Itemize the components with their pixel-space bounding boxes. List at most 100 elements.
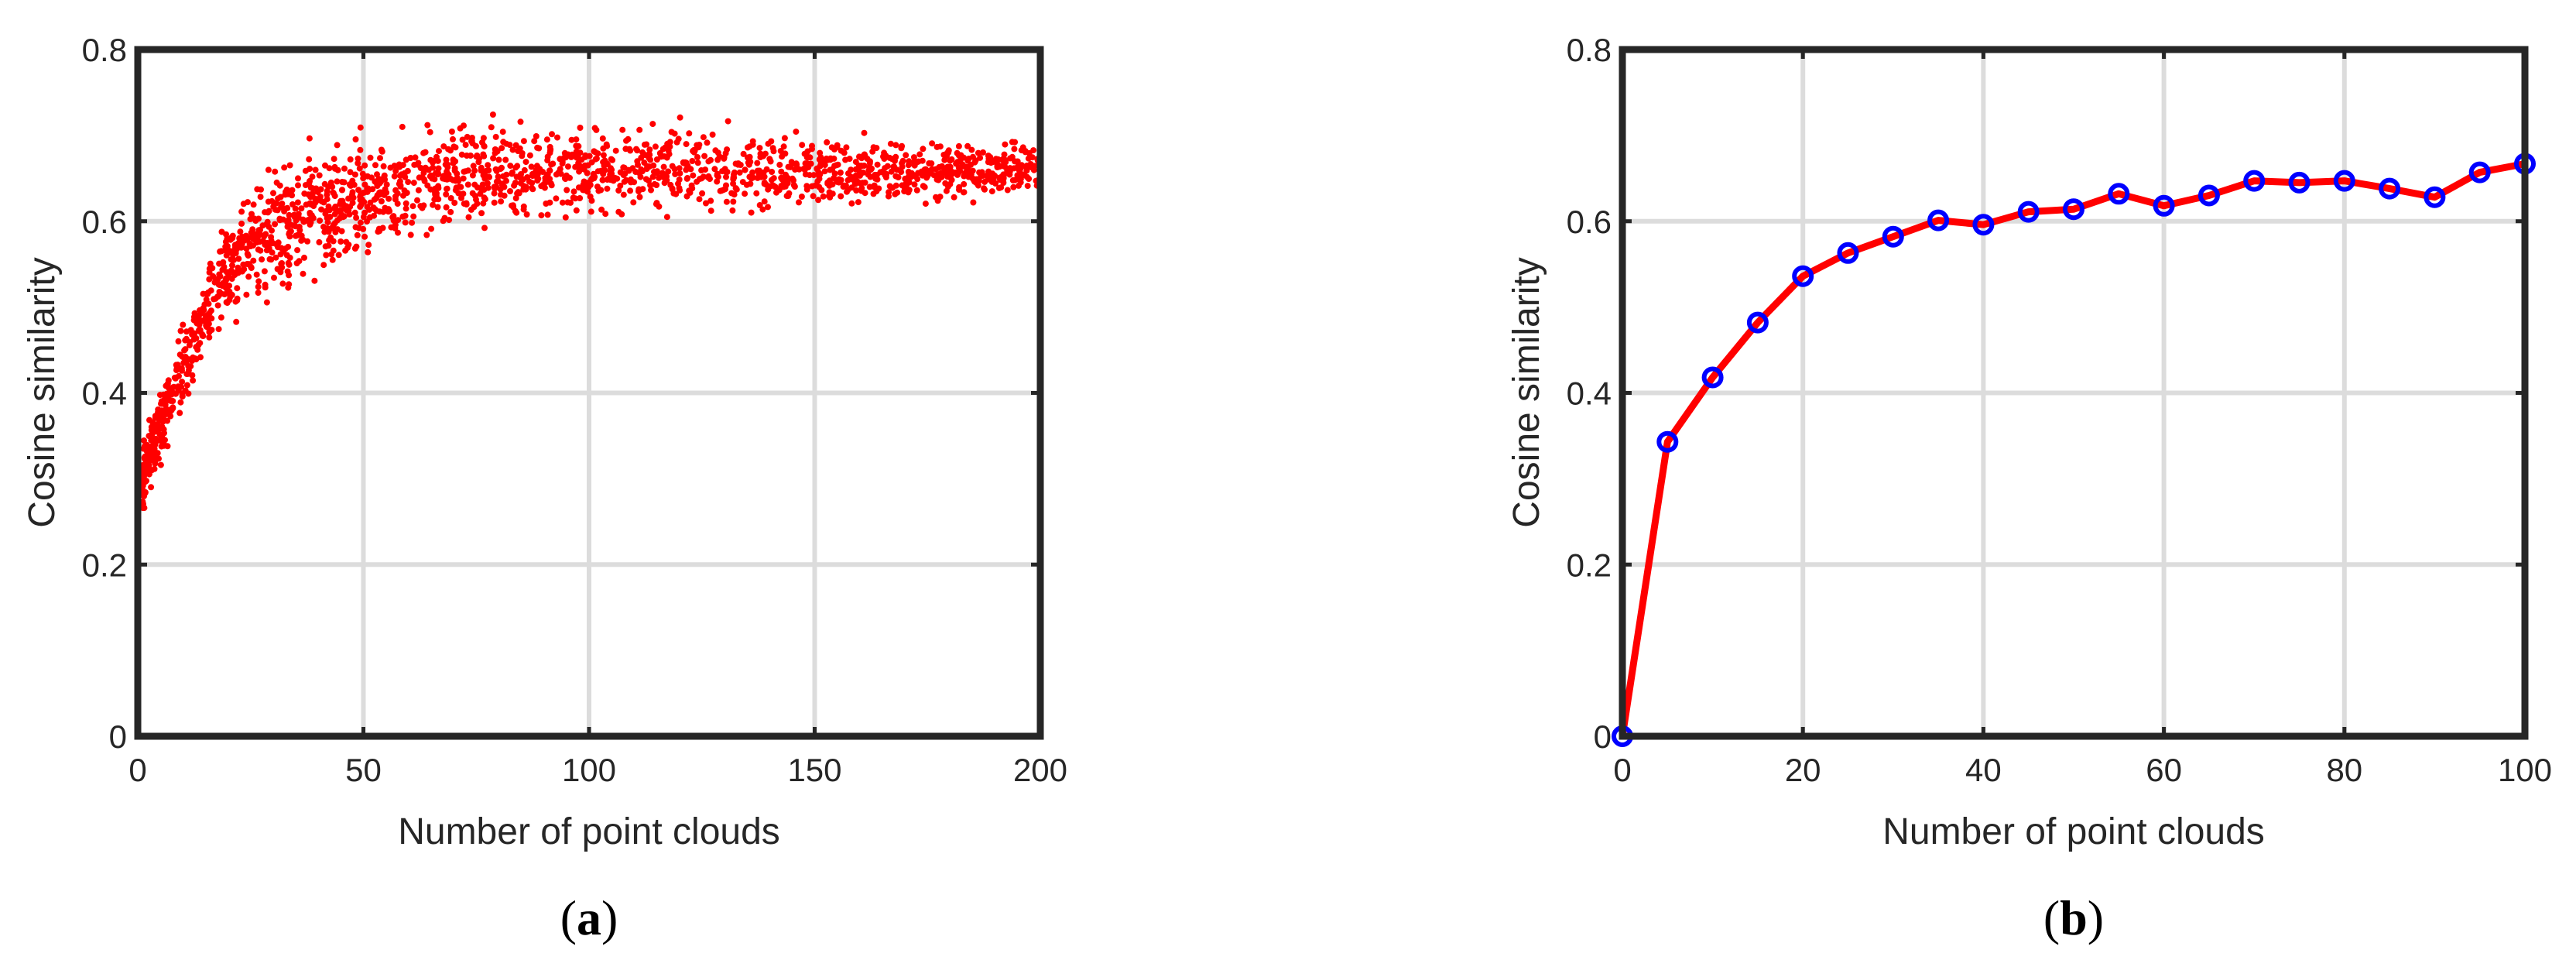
scatter-point <box>617 183 624 189</box>
scatter-point <box>498 198 505 205</box>
scatter-point <box>742 190 748 197</box>
scatter-point <box>936 163 943 170</box>
scatter-point <box>855 199 862 206</box>
scatter-point <box>557 166 564 173</box>
scatter-point <box>851 180 858 187</box>
scatter-point <box>417 203 424 210</box>
scatter-point <box>584 170 591 177</box>
x-tick-label: 20 <box>1785 752 1821 788</box>
scatter-point <box>272 221 279 228</box>
y-tick-label: 0.8 <box>1567 32 1612 68</box>
scatter-point <box>602 211 609 218</box>
scatter-point <box>328 251 335 258</box>
scatter-point <box>322 162 328 169</box>
scatter-point <box>379 148 385 155</box>
scatter-point <box>327 236 334 243</box>
scatter-point <box>770 182 776 189</box>
scatter-point <box>353 214 360 221</box>
scatter-point <box>159 400 166 407</box>
grid-b <box>1622 50 2525 736</box>
scatter-point <box>699 190 706 197</box>
scatter-point <box>599 177 606 183</box>
scatter-point <box>435 196 442 203</box>
scatter-point <box>410 180 417 187</box>
scatter-point <box>677 114 683 121</box>
scatter-point <box>1004 187 1011 194</box>
scatter-point <box>622 177 629 183</box>
scatter-point <box>480 200 487 207</box>
scatter-point <box>329 183 336 190</box>
scatter-point <box>1000 175 1007 181</box>
scatter-point <box>543 136 550 143</box>
scatter-point <box>910 172 917 179</box>
scatter-point <box>295 175 301 182</box>
scatter-point <box>578 156 585 163</box>
scatter-point <box>735 161 742 168</box>
scatter-point <box>649 173 656 180</box>
chart-b: 0 20 40 60 80 100 0 0.2 0.4 0.6 0.8 Number of poin… <box>1506 32 2552 945</box>
series-marker <box>2379 177 2401 200</box>
scatter-point <box>769 169 776 175</box>
scatter-point <box>238 242 245 249</box>
scatter-point <box>395 229 401 236</box>
scatter-point <box>759 206 766 213</box>
scatter-point <box>206 334 213 341</box>
scatter-point <box>526 178 533 185</box>
scatter-point <box>291 214 298 221</box>
scatter-point <box>553 195 560 202</box>
scatter-point <box>796 166 803 173</box>
scatter-point <box>954 149 961 156</box>
scatter-point <box>255 227 262 234</box>
scatter-point <box>499 129 506 135</box>
scatter-point <box>300 216 307 223</box>
scatter-point <box>988 188 995 195</box>
scatter-point <box>748 209 755 216</box>
scatter-point <box>243 245 250 252</box>
scatter-point <box>837 170 844 176</box>
scatter-point <box>248 265 255 271</box>
scatter-point <box>538 183 545 190</box>
scatter-point <box>707 197 714 204</box>
scatter-point <box>305 217 312 223</box>
scatter-point <box>733 186 740 193</box>
scatter-point <box>243 291 250 298</box>
scatter-point <box>870 190 877 197</box>
scatter-point <box>230 269 237 276</box>
x-tick-label: 0 <box>128 752 146 788</box>
scatter-point <box>587 208 594 215</box>
scatter-point <box>793 129 800 135</box>
scatter-point <box>257 194 264 201</box>
scatter-point <box>177 327 184 334</box>
scatter-point <box>277 194 284 201</box>
scatter-point <box>251 215 258 222</box>
scatter-point <box>145 448 152 455</box>
scatter-point <box>367 199 374 206</box>
scatter-point <box>191 330 198 337</box>
scatter-point <box>289 187 296 194</box>
scatter-point <box>639 186 646 193</box>
x-tick-label: 150 <box>787 752 841 788</box>
scatter-point <box>347 156 354 163</box>
scatter-point <box>683 175 690 182</box>
y-tick-label: 0.6 <box>1567 204 1612 240</box>
scatter-point <box>210 273 217 279</box>
scatter-point <box>533 133 540 139</box>
scatter-point <box>762 150 769 157</box>
ticks-b: 0 20 40 60 80 100 0 0.2 0.4 0.6 0.8 <box>1567 32 2552 788</box>
scatter-point <box>331 190 337 197</box>
scatter-point <box>799 142 806 149</box>
scatter-point <box>471 167 478 174</box>
scatter-point <box>199 331 206 338</box>
scatter-point <box>1030 147 1037 154</box>
scatter-point <box>756 145 763 152</box>
scatter-point <box>311 277 318 284</box>
scatter-point <box>491 190 498 197</box>
scatter-point <box>312 166 319 173</box>
y-tick-label: 0.4 <box>82 375 127 412</box>
scatter-point <box>245 252 252 259</box>
scatter-point <box>269 249 276 256</box>
scatter-point <box>316 238 323 245</box>
scatter-point <box>481 187 488 193</box>
scatter-point <box>302 182 309 189</box>
scatter-point <box>848 166 855 173</box>
